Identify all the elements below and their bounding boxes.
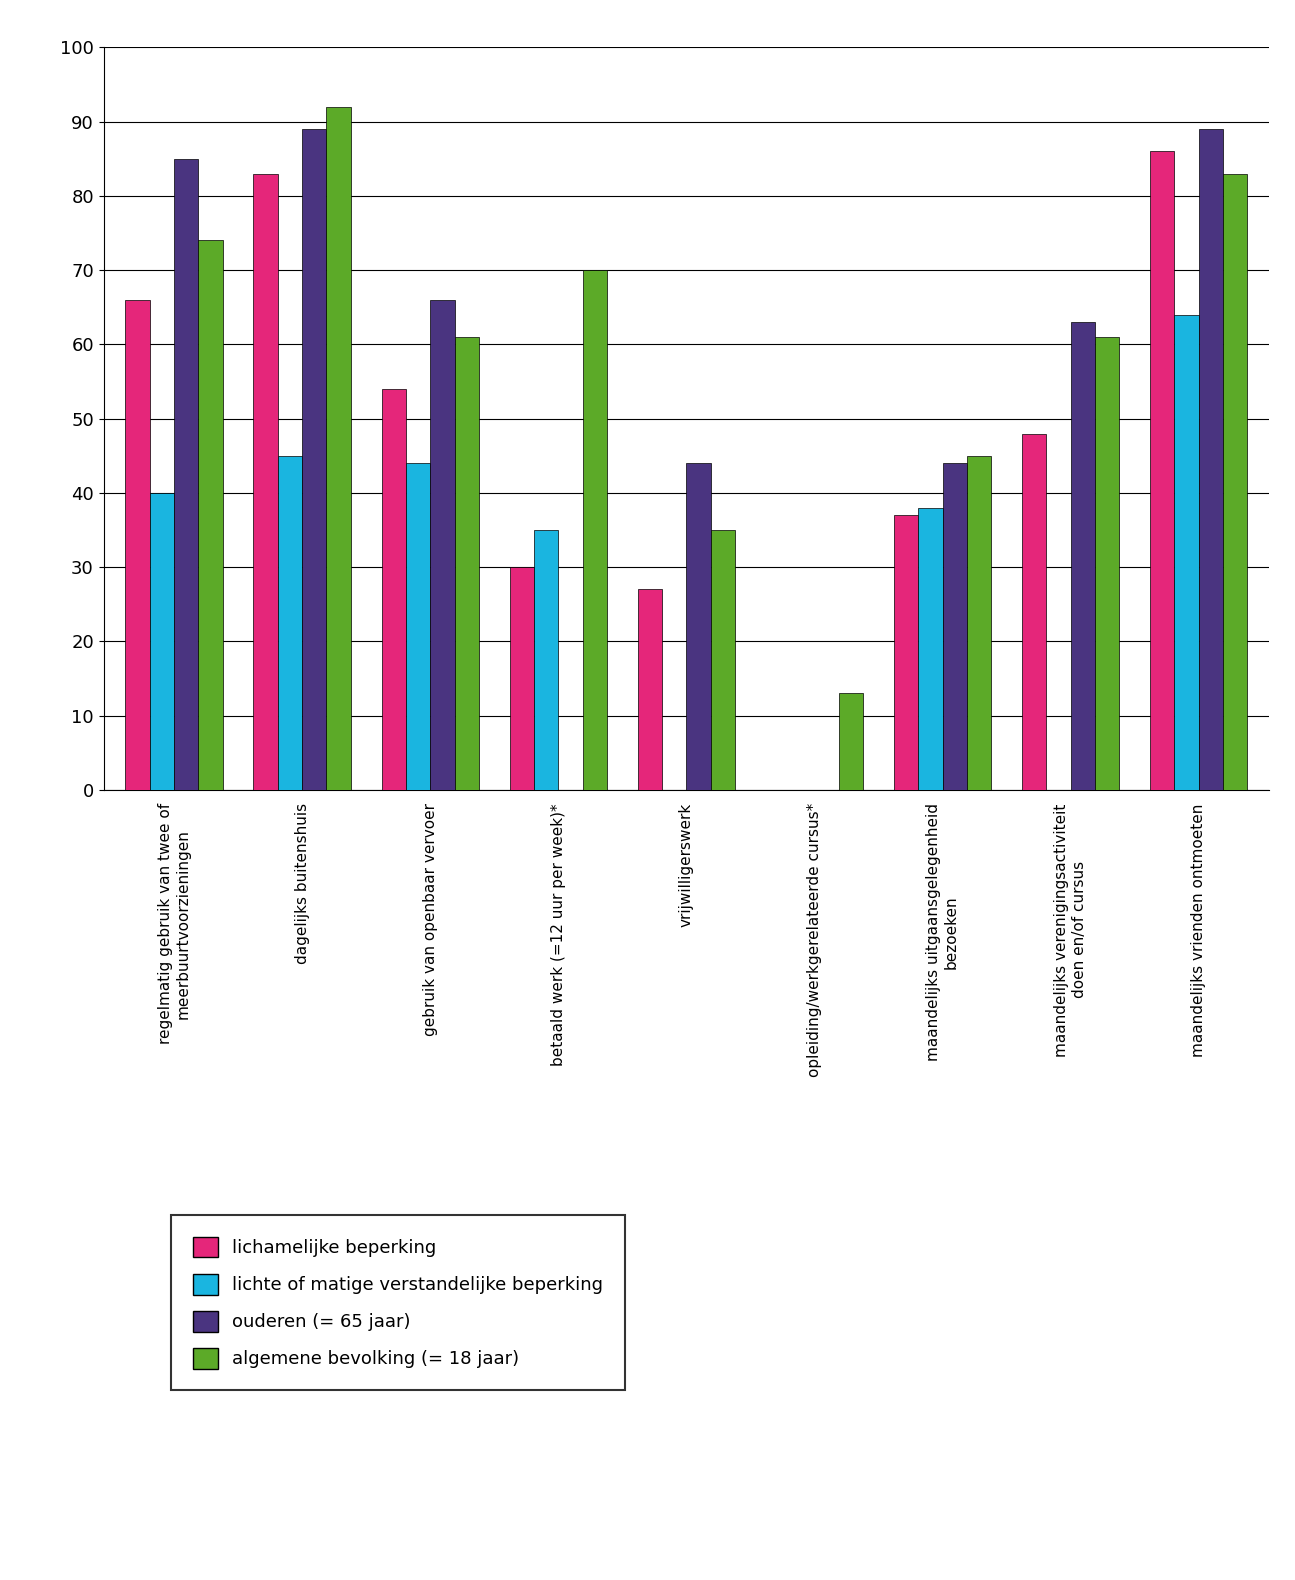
Bar xyxy=(839,694,862,790)
Bar xyxy=(711,531,736,790)
Bar xyxy=(278,455,302,790)
Bar xyxy=(302,130,326,790)
Bar xyxy=(534,531,558,790)
Bar xyxy=(583,270,607,790)
Bar xyxy=(1071,322,1094,790)
Bar xyxy=(637,589,662,790)
Bar xyxy=(174,158,198,790)
Bar xyxy=(918,507,943,790)
Bar xyxy=(455,337,479,790)
Bar xyxy=(198,240,223,790)
Bar xyxy=(150,493,174,790)
Bar xyxy=(254,174,278,790)
Bar xyxy=(1022,433,1046,790)
Bar xyxy=(686,463,711,790)
Bar xyxy=(510,567,534,790)
Bar xyxy=(1150,152,1175,790)
Bar xyxy=(405,463,430,790)
Bar xyxy=(943,463,967,790)
Bar xyxy=(1094,337,1119,790)
Bar xyxy=(967,455,991,790)
Bar xyxy=(326,107,351,790)
Bar xyxy=(126,300,150,790)
Bar xyxy=(1199,130,1222,790)
Legend: lichamelijke beperking, lichte of matige verstandelijke beperking, ouderen (= 65: lichamelijke beperking, lichte of matige… xyxy=(171,1215,625,1390)
Bar xyxy=(894,515,918,790)
Bar xyxy=(1175,314,1199,790)
Bar xyxy=(430,300,455,790)
Bar xyxy=(1222,174,1247,790)
Bar xyxy=(382,389,405,790)
